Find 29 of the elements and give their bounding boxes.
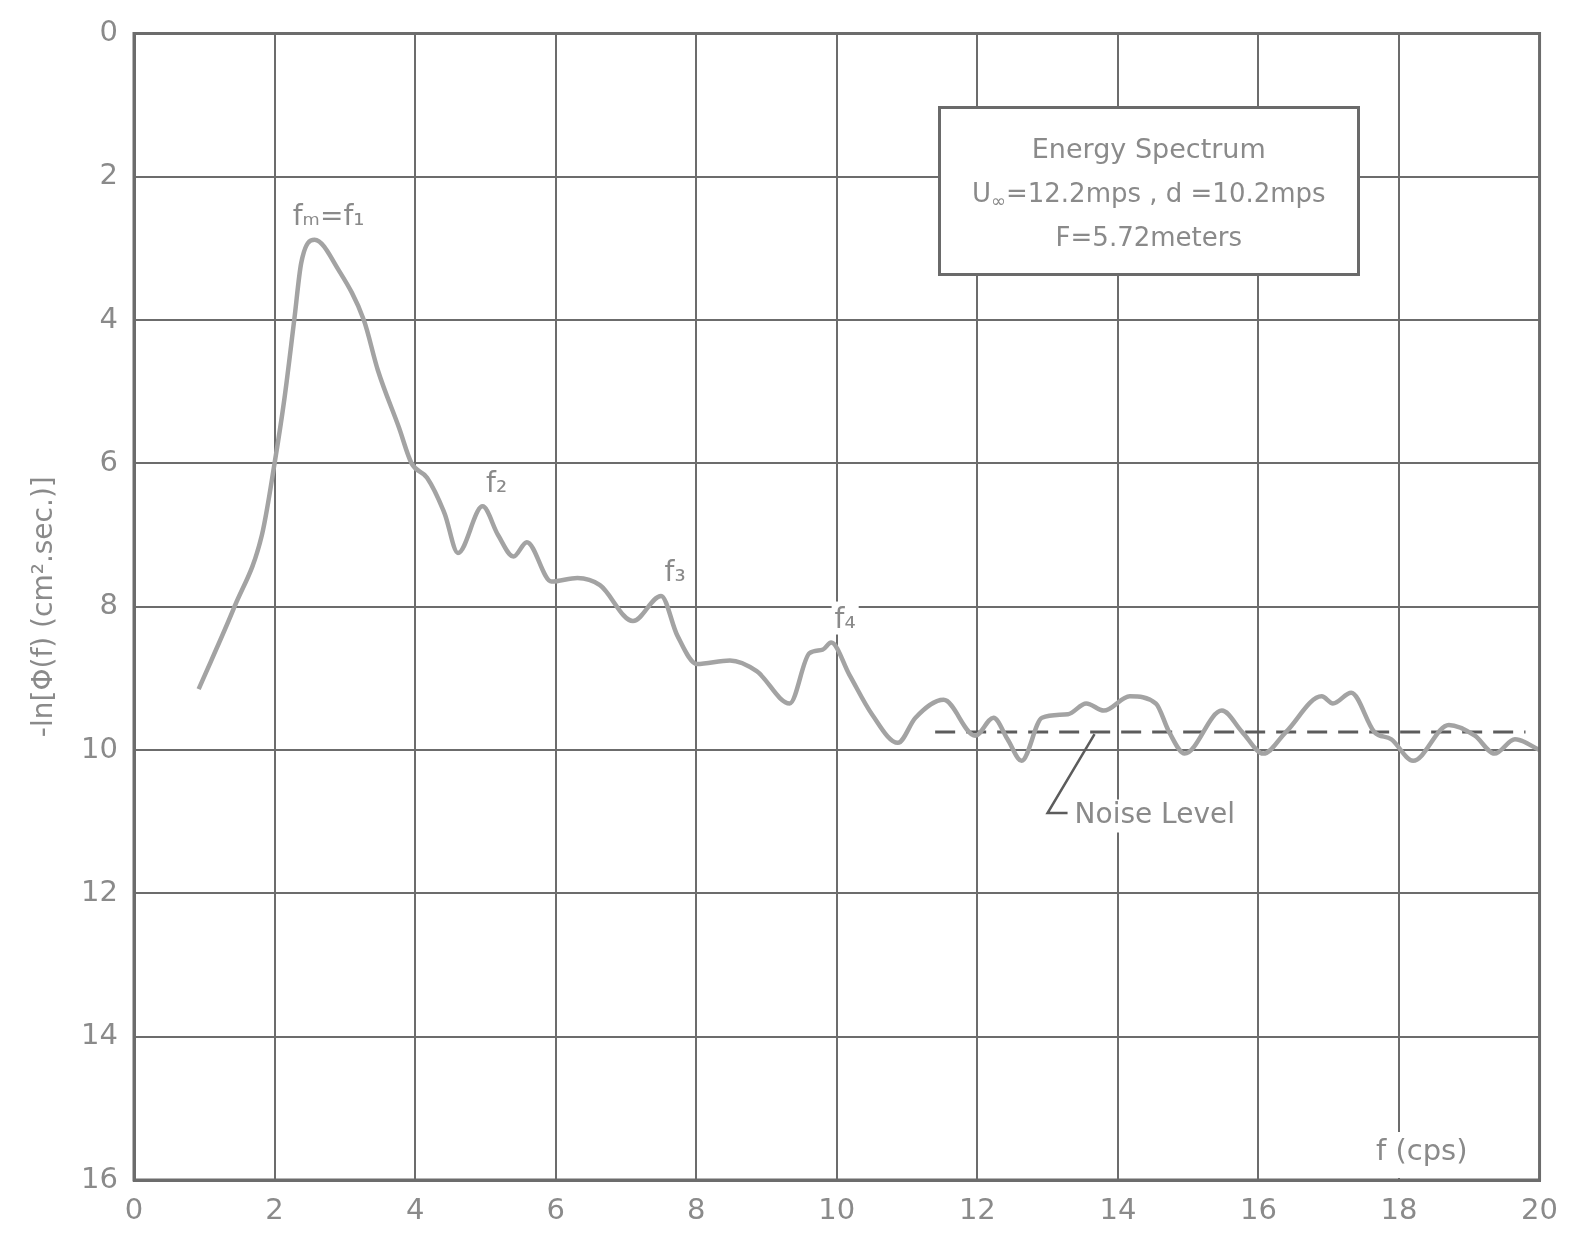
x-tick-label: 2 [265, 1191, 284, 1226]
x-tick-label: 10 [818, 1191, 856, 1226]
y-tick-label: 14 [81, 1017, 118, 1052]
annotation: f₄ [834, 601, 856, 635]
annotation: f₂ [486, 465, 508, 499]
x-tick-label: 4 [405, 1191, 425, 1226]
x-tick-label: 18 [1380, 1191, 1418, 1226]
annotation: f₃ [664, 555, 686, 589]
y-tick-label: 0 [99, 13, 118, 48]
x-tick-label: 20 [1521, 1191, 1558, 1226]
x-tick-label: 6 [546, 1191, 565, 1226]
y-tick-label: 8 [99, 587, 118, 622]
x-tick-label: 8 [686, 1191, 706, 1226]
y-tick-label: 12 [81, 873, 118, 908]
y-axis-title: -ln[Φ(f) (cm².sec.)] [26, 476, 60, 738]
annotation: fₘ=f₁ [292, 199, 365, 233]
x-tick-label: 16 [1239, 1191, 1277, 1226]
x-axis-title: f (cps) [1376, 1132, 1468, 1167]
x-tick-label: 12 [958, 1191, 996, 1226]
x-tick-label: 0 [124, 1191, 144, 1226]
y-tick-label: 4 [99, 300, 118, 335]
y-tick-label: 10 [81, 730, 118, 765]
y-tick-label: 2 [99, 157, 118, 192]
y-tick-label: 16 [81, 1160, 118, 1195]
text: U$_{∞}$=12.2mps , d =10.2mps F=5.72meters [970, 176, 1327, 254]
text: Energy Spectrum [1030, 131, 1267, 166]
y-tick-label: 6 [99, 443, 118, 478]
text: Noise Level [1074, 797, 1236, 831]
x-tick-label: 14 [1099, 1191, 1137, 1226]
